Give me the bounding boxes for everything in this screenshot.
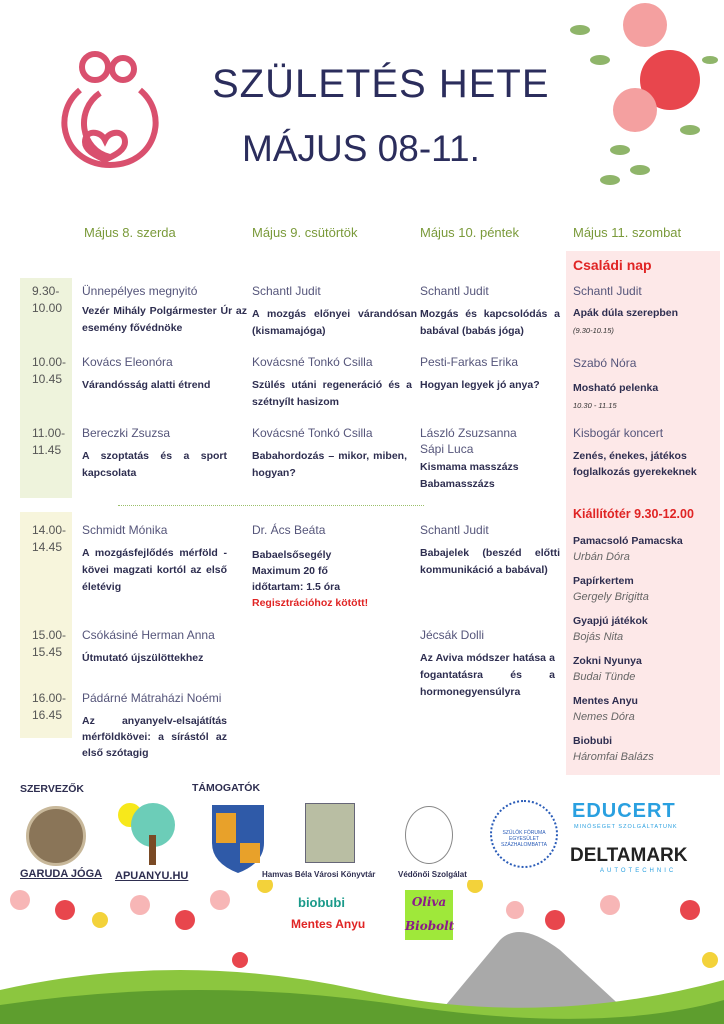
session: Csókásiné Herman Anna Útmutató újszülötte… <box>82 628 215 664</box>
mentes-anyu-logo: Mentes Anyu <box>291 917 366 931</box>
exhibitor-list: Pamacsoló Pamacska Urbán Dóra Papírkertem… <box>573 533 683 773</box>
garuda-joga-link[interactable]: GARUDA JÓGA <box>20 868 103 880</box>
session: László Zsuzsanna Sápi Luca Kismama masszáz… <box>420 426 519 490</box>
session: Schantl Judit Babajelek (beszéd előtti ko… <box>420 523 560 576</box>
session: Ünnepélyes megnyitó Vezér Mihály Polgárme… <box>82 284 247 334</box>
exhibitor: Biobubi Háromfai Balázs <box>573 735 654 763</box>
family-day-heading: Családi nap <box>573 257 652 273</box>
organizers-label: SZERVEZŐK <box>20 783 84 795</box>
szulok-foruma-logo: SZÜLŐK FÓRUMA EGYESÜLET SZÁZHALOMBATTA <box>490 800 558 868</box>
page-title: SZÜLETÉS HETE <box>212 62 550 106</box>
afternoon-time-column <box>20 512 72 738</box>
garuda-joga-logo <box>26 806 86 866</box>
time-slot: 10.00- 10.45 <box>32 355 67 386</box>
sponsors-label: TÁMOGATÓK <box>192 782 261 794</box>
time-slot: 15.00- 15.45 <box>32 628 67 659</box>
session: Schantl Judit Mozgás és kapcsolódás a bab… <box>420 284 560 337</box>
roses-decoration-icon <box>570 3 718 185</box>
session: Szabó Nóra Mosható pelenka 10.30 - 11.15 <box>573 356 659 410</box>
exhibitor: Mentes Anyu Nemes Dóra <box>573 695 638 723</box>
session: Pádárné Mátraházi Noémi Az anyanyelv-elsa… <box>82 691 227 759</box>
session: Jécsák Dolli Az Aviva módszer hatása a fo… <box>420 628 555 698</box>
day-header-2: Május 9. csütörtök <box>252 225 358 240</box>
mother-child-logo <box>61 51 159 168</box>
session: Pesti-Farkas Erika Hogyan legyek jó anya? <box>420 355 540 391</box>
time-slot: 16.00- 16.45 <box>32 691 67 722</box>
oliva-biobolt-logo: Oliva Biobolt <box>405 890 454 940</box>
exhibitor: Pamacsoló Pamacska Urbán Dóra <box>573 535 683 563</box>
exhibition-heading: Kiállítótér 9.30-12.00 <box>573 507 694 521</box>
library-name: Hamvas Béla Városi Könyvtár <box>262 870 376 879</box>
educert-logo: EDUCERT <box>572 800 676 822</box>
biobubi-logo: biobubi <box>298 895 345 910</box>
time-slot: 9.30- 10.00 <box>32 284 63 315</box>
educert-slogan: MINŐSÉGET SZOLGÁLTATUNK <box>574 824 678 830</box>
day-header-3: Május 10. péntek <box>420 225 520 240</box>
session: Kovácsné Tonkó Csilla Szülés utáni regene… <box>252 355 412 408</box>
event-dates: MÁJUS 08-11. <box>242 128 480 169</box>
session: Bereczki Zsuzsa A szoptatás és a sport ka… <box>82 426 227 479</box>
saturday-column <box>566 251 720 775</box>
library-logo <box>305 803 355 863</box>
szazhalombatta-coat-of-arms <box>212 805 264 873</box>
session: Kisbogár koncert Zenés, énekes, játékos f… <box>573 426 697 478</box>
session: Schantl Judit A mozgás előnyei várandósan… <box>252 284 417 337</box>
divider <box>118 505 424 506</box>
morning-time-column <box>20 278 72 498</box>
apuanyu-link[interactable]: APUANYU.HU <box>115 870 189 882</box>
vedonoi-logo <box>405 806 453 864</box>
day-header-4: Május 11. szombat <box>573 225 682 240</box>
session: Kovácsné Tonkó Csilla Babahordozás – miko… <box>252 426 407 479</box>
session: Dr. Ács Beáta Babaelsősegély Maximum 20 f… <box>252 523 369 609</box>
exhibitor: Papírkertem Gergely Brigitta <box>573 575 649 603</box>
time-slot: 14.00- 14.45 <box>32 523 67 554</box>
session: Kovács Eleonóra Várandósság alatti étrend <box>82 355 211 391</box>
day-header-1: Május 8. szerda <box>84 225 176 240</box>
vedonoi-name: Védőnői Szolgálat <box>398 870 467 879</box>
flower-meadow-decoration <box>0 880 724 1024</box>
exhibitor: Zokni Nyunya Budai Tünde <box>573 655 642 683</box>
exhibitor: Gyapjú játékok Bojás Nita <box>573 615 648 643</box>
registration-required-note: Regisztrációhoz kötött! <box>252 597 369 609</box>
deltamark-logo: DELTAMARK <box>570 845 688 866</box>
session: Schmidt Mónika A mozgásfejlődés mérföld -… <box>82 523 227 593</box>
deltamark-tagline: AUTOTECHNIC <box>600 868 677 874</box>
session: Schantl Judit Apák dúla szerepben (9.30-10… <box>573 284 679 335</box>
time-slot: 11.00- 11.45 <box>32 426 66 457</box>
apuanyu-tree-logo <box>118 803 175 865</box>
